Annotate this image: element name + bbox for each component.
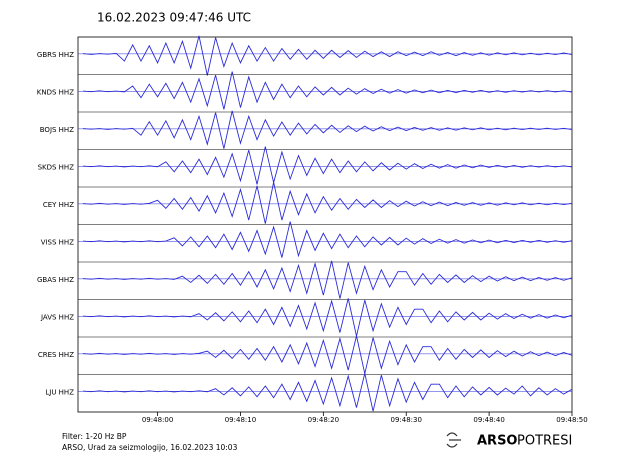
x-tick-label: 09:48:40 <box>473 416 504 424</box>
waveform <box>82 221 573 258</box>
logo-product: POTRESI <box>517 434 572 449</box>
waveform <box>82 335 573 374</box>
trace-label: VISS HHZ <box>41 238 74 246</box>
credit-note: ARSO, Urad za seizmologijo, 16.02.2023 1… <box>62 443 238 452</box>
trace-label: CEY HHZ <box>43 201 74 209</box>
x-tick-label: 09:48:30 <box>391 416 422 424</box>
waveform <box>82 373 573 412</box>
x-tick-label: 09:48:10 <box>225 416 256 424</box>
chart-title: 16.02.2023 09:47:46 UTC <box>97 11 251 25</box>
trace-label: LJU HHZ <box>45 388 74 396</box>
filter-note: Filter: 1-20 Hz BP <box>62 432 127 441</box>
waveform <box>82 35 573 76</box>
trace-label: GBRS HHZ <box>37 51 74 59</box>
waveform <box>82 71 573 110</box>
logo-brand: ARSO <box>477 434 518 449</box>
waveform <box>82 298 573 337</box>
waveform <box>82 110 573 149</box>
trace-label: GBAS HHZ <box>37 276 74 284</box>
x-tick-label: 09:48:20 <box>308 416 339 424</box>
trace-label: KNDS HHZ <box>37 88 74 96</box>
trace-label: BOJS HHZ <box>40 126 74 134</box>
x-tick-label: 09:48:50 <box>556 416 587 424</box>
trace-label: SKDS HHZ <box>38 163 75 171</box>
waveform <box>82 146 573 185</box>
x-tick-label: 09:48:00 <box>142 416 173 424</box>
trace-label: CRES HHZ <box>38 351 74 359</box>
logo-icon <box>446 432 461 448</box>
trace-label: JAVS HHZ <box>40 313 74 321</box>
waveform <box>82 260 573 299</box>
waveform <box>82 182 573 224</box>
